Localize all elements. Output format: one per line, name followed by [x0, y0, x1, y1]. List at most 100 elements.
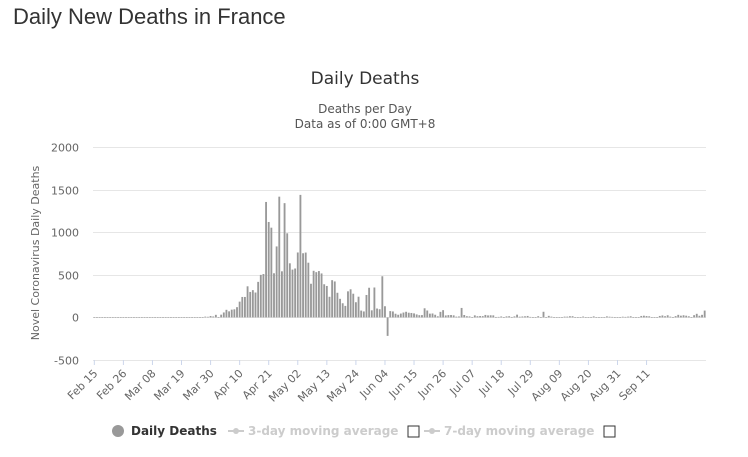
bar[interactable] — [138, 317, 141, 318]
bar[interactable] — [598, 317, 600, 318]
bar[interactable] — [645, 316, 648, 318]
bar[interactable] — [500, 316, 503, 318]
bar[interactable] — [632, 317, 635, 318]
bar[interactable] — [576, 317, 579, 318]
bar[interactable] — [621, 316, 624, 318]
bar[interactable] — [109, 317, 112, 318]
bar[interactable] — [262, 274, 265, 318]
bar[interactable] — [693, 315, 696, 318]
bar[interactable] — [669, 316, 672, 318]
bar[interactable] — [230, 309, 233, 318]
bar[interactable] — [175, 317, 178, 318]
bar[interactable] — [595, 317, 598, 318]
bar[interactable] — [151, 317, 154, 318]
legend-item[interactable]: 3-day moving average — [228, 424, 398, 438]
bar[interactable] — [547, 315, 550, 318]
bar[interactable] — [236, 307, 238, 318]
bar[interactable] — [447, 315, 450, 318]
bar[interactable] — [624, 316, 627, 318]
bar[interactable] — [101, 317, 104, 318]
bar[interactable] — [288, 263, 291, 318]
bar[interactable] — [291, 269, 294, 318]
bar[interactable] — [642, 315, 645, 318]
bar[interactable] — [658, 315, 661, 318]
bar[interactable] — [529, 316, 532, 318]
bar[interactable] — [278, 196, 281, 318]
bar[interactable] — [257, 281, 260, 318]
bar[interactable] — [320, 273, 323, 318]
bar[interactable] — [220, 314, 223, 318]
bar[interactable] — [407, 312, 410, 318]
bar[interactable] — [156, 317, 159, 318]
bar[interactable] — [259, 274, 262, 318]
bar[interactable] — [423, 308, 426, 318]
bar[interactable] — [389, 311, 392, 318]
bar[interactable] — [294, 268, 297, 318]
bar[interactable] — [513, 316, 516, 318]
bar[interactable] — [265, 201, 267, 318]
bar[interactable] — [690, 317, 693, 318]
bar[interactable] — [558, 317, 561, 318]
bar[interactable] — [225, 309, 228, 318]
bar[interactable] — [249, 291, 252, 318]
bar[interactable] — [273, 273, 275, 318]
bar[interactable] — [405, 311, 408, 318]
bar[interactable] — [325, 285, 328, 318]
bar[interactable] — [584, 317, 587, 318]
bar[interactable] — [304, 252, 307, 318]
bar[interactable] — [489, 315, 492, 318]
bar[interactable] — [336, 292, 339, 318]
bar[interactable] — [133, 317, 135, 318]
bar[interactable] — [196, 317, 199, 318]
bar[interactable] — [653, 317, 656, 318]
bar[interactable] — [463, 315, 466, 318]
bar[interactable] — [672, 317, 674, 318]
bar[interactable] — [455, 316, 458, 318]
bar[interactable] — [368, 287, 371, 318]
bar[interactable] — [365, 294, 368, 318]
bar[interactable] — [476, 316, 479, 318]
bar[interactable] — [162, 317, 164, 318]
bar[interactable] — [148, 317, 151, 318]
bar[interactable] — [254, 292, 257, 318]
bar[interactable] — [201, 317, 204, 318]
bar[interactable] — [209, 316, 212, 318]
bar[interactable] — [341, 303, 344, 318]
bar[interactable] — [497, 316, 500, 318]
bar[interactable] — [465, 316, 468, 318]
bar[interactable] — [328, 296, 331, 318]
bar[interactable] — [487, 315, 489, 318]
bar[interactable] — [640, 315, 643, 318]
bar[interactable] — [502, 317, 505, 318]
bar[interactable] — [207, 316, 209, 318]
bar[interactable] — [600, 317, 603, 318]
bar[interactable] — [103, 317, 106, 318]
bar[interactable] — [458, 316, 460, 318]
bar[interactable] — [666, 315, 669, 318]
bar[interactable] — [233, 309, 236, 318]
bar[interactable] — [352, 293, 355, 318]
bar[interactable] — [703, 310, 706, 318]
bar[interactable] — [399, 313, 402, 318]
bar[interactable] — [362, 311, 365, 318]
bar[interactable] — [473, 315, 476, 318]
bar[interactable] — [434, 314, 437, 318]
bar[interactable] — [537, 316, 540, 318]
bar[interactable] — [286, 233, 289, 318]
bar[interactable] — [170, 317, 172, 318]
bar[interactable] — [505, 316, 508, 318]
bar[interactable] — [394, 313, 397, 318]
bar[interactable] — [180, 317, 183, 318]
bar[interactable] — [106, 317, 109, 318]
bar[interactable] — [238, 301, 241, 318]
bar[interactable] — [471, 317, 474, 318]
bar[interactable] — [349, 289, 352, 318]
bar[interactable] — [333, 281, 336, 318]
bar[interactable] — [664, 316, 666, 318]
bar[interactable] — [373, 287, 376, 318]
bar[interactable] — [114, 317, 117, 318]
bar[interactable] — [188, 317, 191, 318]
bar[interactable] — [191, 317, 194, 318]
bar[interactable] — [159, 317, 162, 318]
bar[interactable] — [135, 317, 138, 318]
